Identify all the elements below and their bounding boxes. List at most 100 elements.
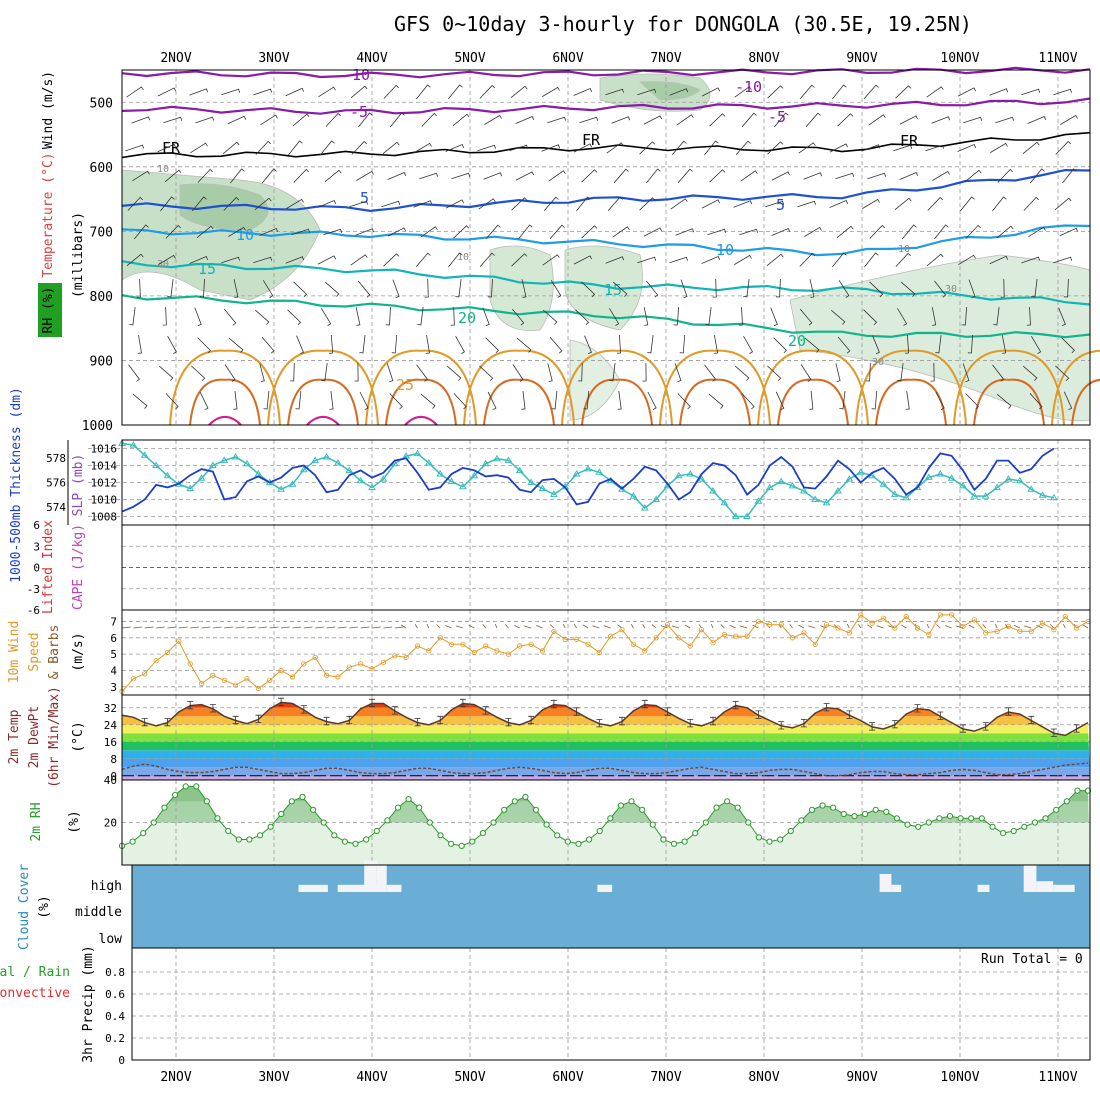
- millibars-axis-label: (millibars): [71, 212, 86, 298]
- wind-barb: [581, 225, 598, 239]
- rh-tick-label: 20: [104, 817, 117, 830]
- rh2m-marker: [373, 827, 380, 835]
- wind-barb: [359, 391, 369, 410]
- cape-li-panel: 6 3 0 -3 -6: [27, 519, 1091, 617]
- wind-barb: [167, 279, 174, 298]
- wind10m-marker: [562, 636, 568, 643]
- wind-barb: [129, 307, 136, 326]
- rh2m-marker: [1000, 830, 1007, 837]
- rh2m-marker: [564, 838, 571, 845]
- temp2m-line: [121, 701, 1089, 737]
- wind10m-barb: [281, 626, 290, 629]
- wind-barb: [837, 336, 851, 354]
- rh2m-marker: [639, 806, 646, 813]
- wind-barb: [293, 281, 308, 298]
- wind-barb: [285, 87, 305, 97]
- wind-tick-label: 5: [110, 648, 117, 661]
- wind10m-barb: [536, 625, 543, 629]
- temp-minmax-bar: [232, 715, 239, 725]
- wind10m-marker: [948, 612, 955, 618]
- wind10m-marker: [483, 643, 489, 649]
- wind10m-barb: [789, 624, 793, 629]
- rh2m-marker: [532, 806, 540, 813]
- cape-axis-label: CAPE (J/kg): [71, 524, 86, 610]
- contour-label: 15: [604, 281, 622, 299]
- wind10m-marker: [1005, 623, 1012, 629]
- wind10m-barb: [482, 624, 487, 629]
- wind-barb: [329, 334, 334, 354]
- rh-shade-area: [179, 183, 269, 231]
- temp-minmax-bar: [459, 698, 466, 708]
- wind10m-marker: [233, 682, 239, 688]
- wind-barb: [351, 140, 368, 155]
- wind-barb: [1031, 335, 1042, 354]
- wind10m-marker: [869, 620, 875, 626]
- wind10m-barb: [582, 624, 589, 629]
- wind-barb: [996, 393, 1012, 409]
- wind-barb: [869, 224, 886, 239]
- temp-minmax-bar: [346, 715, 353, 725]
- wind-barb: [1061, 337, 1075, 354]
- temp-band: [122, 741, 1090, 751]
- rh2m-marker: [660, 836, 667, 843]
- wind-barb: [197, 337, 211, 354]
- wind10m-barb: [994, 623, 998, 629]
- date-label-bottom: 4NOV: [356, 1070, 387, 1085]
- wind-barb: [323, 228, 343, 236]
- wind-barb: [224, 364, 236, 382]
- temperature-contour: [121, 131, 1091, 159]
- wind-barb: [863, 84, 879, 100]
- axis-labels: RH (%) Temperature (°C) Wind (m/s) (milliba…: [0, 71, 96, 1063]
- wind-barb: [1000, 278, 1005, 298]
- date-label-top: 2NOV: [160, 51, 191, 66]
- wind-barb: [767, 365, 782, 381]
- wind-barb: [128, 364, 140, 382]
- wind10m-barb: [603, 625, 611, 629]
- wind-barb: [637, 256, 657, 264]
- wind-barb: [669, 256, 688, 264]
- wind-barb: [254, 197, 272, 211]
- wind10m-barb: [514, 624, 520, 629]
- temp2m-axis-label: 2m Temp: [7, 709, 22, 764]
- wind-barb: [962, 363, 970, 383]
- wind10m-barb: [144, 626, 154, 629]
- wind-barb: [996, 225, 1014, 239]
- cloud-high-bar: [298, 884, 328, 892]
- wind-barb: [547, 116, 566, 124]
- date-label-top: 11NOV: [1038, 51, 1077, 66]
- wind-barb: [573, 255, 592, 265]
- slp-marker: [1038, 491, 1047, 498]
- wind-barb: [646, 168, 661, 184]
- temp-band: [122, 724, 1090, 734]
- wind-barb: [765, 200, 785, 208]
- rh2m-marker: [925, 819, 932, 826]
- thickness-axis-label: 1000-500mb Thickness (dm): [9, 387, 24, 583]
- wind10m-barb: [720, 624, 725, 629]
- wind-barb: [359, 335, 366, 354]
- wind-barb: [965, 393, 979, 410]
- wind-barb: [228, 337, 244, 353]
- date-label-top: 10NOV: [940, 51, 979, 66]
- slp-marker: [152, 461, 160, 468]
- temperature-contour: [121, 260, 1091, 306]
- cloud-high-bar: [364, 860, 377, 892]
- wind-barb: [386, 363, 394, 383]
- wind-barb: [865, 362, 871, 382]
- slp-marker: [993, 483, 1001, 491]
- wind-barb: [1054, 197, 1072, 211]
- wind-barb: [487, 278, 493, 298]
- wind10m-barb: [592, 625, 600, 629]
- wind-barb: [957, 87, 976, 97]
- wind10m-barb: [710, 623, 714, 629]
- wind10m-barb: [660, 625, 668, 629]
- slp-marker: [970, 492, 979, 499]
- wind-barb: [512, 364, 524, 382]
- wind-barb: [349, 200, 368, 208]
- wind10m-barb: [945, 625, 952, 629]
- wind10m-marker: [642, 648, 648, 654]
- wind10m-barb: [315, 626, 324, 629]
- pressure-tick-label: 500: [90, 96, 113, 111]
- contour-label: FR: [162, 139, 181, 157]
- wind-barb: [317, 255, 337, 265]
- wind-barb: [452, 113, 470, 127]
